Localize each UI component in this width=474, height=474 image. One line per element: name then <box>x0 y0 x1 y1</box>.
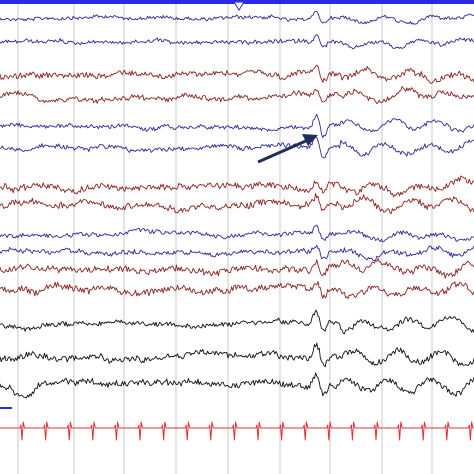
eeg-trace-ch15 <box>0 372 474 399</box>
arrow-shaft <box>257 138 309 164</box>
arrow-head <box>302 134 318 146</box>
spike-annotation-arrow <box>257 134 318 164</box>
eeg-trace-ch3 <box>0 64 474 84</box>
eeg-trace-ch10 <box>0 244 474 262</box>
eeg-channel-traces <box>0 11 474 441</box>
time-gridlines <box>17 4 433 474</box>
eeg-trace-ch11 <box>0 258 474 279</box>
eeg-trace-ch4 <box>0 86 474 105</box>
eeg-trace-ch9 <box>0 224 474 243</box>
eeg-trace-ch2 <box>0 34 474 50</box>
eeg-trace-ch8 <box>0 193 474 215</box>
eeg-trace-ch13 <box>0 309 474 335</box>
eeg-trace-ch1 <box>0 11 474 25</box>
eeg-trace-ch14 <box>0 342 474 368</box>
eeg-trace-ecg <box>0 421 474 441</box>
eeg-trace-ch12 <box>0 281 474 300</box>
eeg-trace-ch7 <box>0 175 474 198</box>
eeg-trace-ch6 <box>0 136 474 159</box>
time-cursor-marker[interactable] <box>233 1 245 11</box>
eeg-trace-ch5 <box>0 113 474 139</box>
